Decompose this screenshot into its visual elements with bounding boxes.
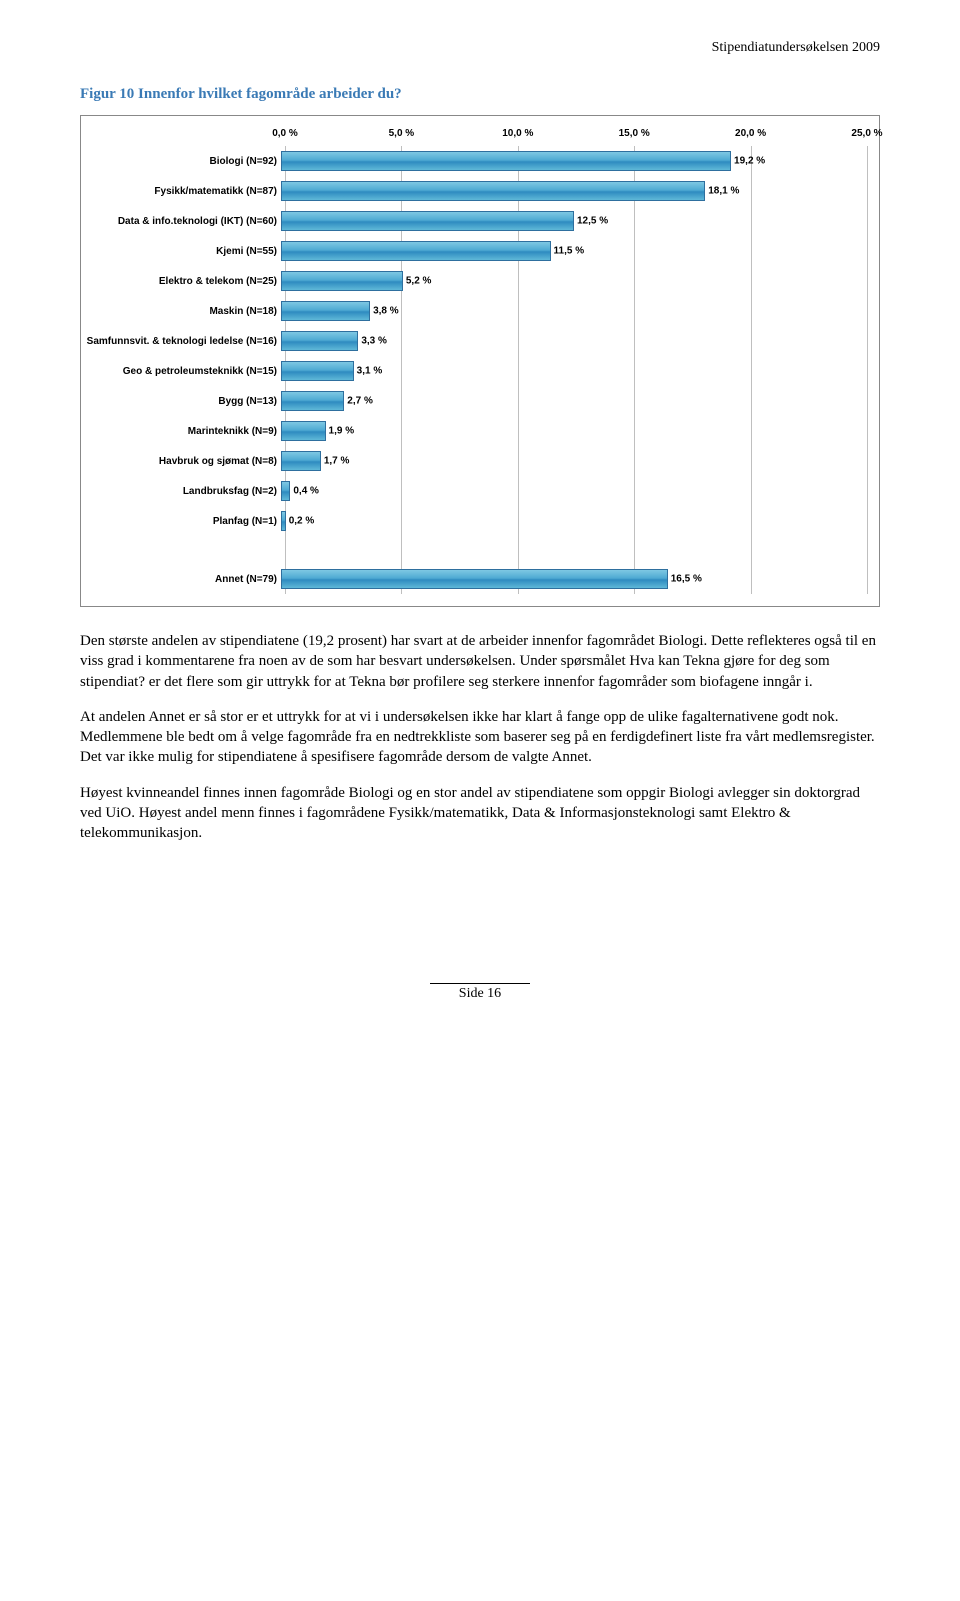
bar-label: Landbruksfag (N=2) — [85, 486, 281, 497]
bar-row: Fysikk/matematikk (N=87)18,1 % — [85, 176, 867, 206]
bar-fill: 3,1 % — [281, 361, 354, 381]
bar-value: 1,7 % — [324, 456, 350, 467]
bar-track: 18,1 % — [281, 181, 867, 201]
bar-label: Bygg (N=13) — [85, 396, 281, 407]
x-tick: 5,0 % — [389, 128, 415, 139]
bar-label: Data & info.teknologi (IKT) (N=60) — [85, 216, 281, 227]
bar-row: Biologi (N=92)19,2 % — [85, 146, 867, 176]
bar-label: Planfag (N=1) — [85, 516, 281, 527]
bar-track: 12,5 % — [281, 211, 867, 231]
bar-fill: 18,1 % — [281, 181, 705, 201]
bar-fill: 3,8 % — [281, 301, 370, 321]
bar-label: Elektro & telekom (N=25) — [85, 276, 281, 287]
bar-label: Marinteknikk (N=9) — [85, 426, 281, 437]
bar-value: 0,2 % — [289, 516, 315, 527]
bar-fill: 5,2 % — [281, 271, 403, 291]
x-tick: 0,0 % — [272, 128, 298, 139]
bar-value: 5,2 % — [406, 276, 432, 287]
bar-fill: 19,2 % — [281, 151, 731, 171]
paragraph-1: Den største andelen av stipendiatene (19… — [80, 631, 880, 692]
bar-row: Planfag (N=1)0,2 % — [85, 506, 867, 536]
bar-track: 16,5 % — [281, 569, 867, 589]
chart-container: 0,0 % 5,0 % 10,0 % 15,0 % 20,0 % 25,0 % Biolo… — [80, 115, 880, 607]
doc-header: Stipendiatundersøkelsen 2009 — [80, 40, 880, 56]
bar-label: Geo & petroleumsteknikk (N=15) — [85, 366, 281, 377]
bar-fill: 1,7 % — [281, 451, 321, 471]
bar-track: 19,2 % — [281, 151, 867, 171]
bar-label: Samfunnsvit. & teknologi ledelse (N=16) — [85, 336, 281, 347]
bar-value: 3,8 % — [373, 306, 399, 317]
bar-row: Annet (N=79)16,5 % — [85, 564, 867, 594]
chart-x-axis: 0,0 %5,0 %10,0 %15,0 %20,0 %25,0 % — [285, 128, 867, 146]
bar-track: 2,7 % — [281, 391, 867, 411]
bar-label: Kjemi (N=55) — [85, 246, 281, 257]
bar-row: Elektro & telekom (N=25)5,2 % — [85, 266, 867, 296]
bar-value: 16,5 % — [671, 574, 702, 585]
x-tick: 20,0 % — [735, 128, 766, 139]
bar-fill: 1,9 % — [281, 421, 326, 441]
bar-fill: 0,2 % — [281, 511, 286, 531]
bar-track: 3,1 % — [281, 361, 867, 381]
bar-fill: 2,7 % — [281, 391, 344, 411]
bar-value: 3,3 % — [361, 336, 387, 347]
bar-track: 5,2 % — [281, 271, 867, 291]
bar-row: Havbruk og sjømat (N=8)1,7 % — [85, 446, 867, 476]
bar-label: Havbruk og sjømat (N=8) — [85, 456, 281, 467]
bar-track: 0,4 % — [281, 481, 867, 501]
x-tick: 15,0 % — [619, 128, 650, 139]
bar-value: 3,1 % — [357, 366, 383, 377]
bar-fill: 0,4 % — [281, 481, 290, 501]
bar-track: 3,3 % — [281, 331, 867, 351]
chart-bars-area: Biologi (N=92)19,2 %Fysikk/matematikk (N… — [85, 146, 867, 594]
grid-line — [867, 146, 868, 594]
bar-row: Geo & petroleumsteknikk (N=15)3,1 % — [85, 356, 867, 386]
paragraph-3: Høyest kvinneandel finnes innen fagområd… — [80, 783, 880, 844]
bar-row: Kjemi (N=55)11,5 % — [85, 236, 867, 266]
bar-value: 19,2 % — [734, 156, 765, 167]
bar-track: 11,5 % — [281, 241, 867, 261]
bar-value: 0,4 % — [293, 486, 319, 497]
bar-value: 18,1 % — [708, 186, 739, 197]
bar-row: Marinteknikk (N=9)1,9 % — [85, 416, 867, 446]
bar-value: 1,9 % — [329, 426, 355, 437]
bar-value: 2,7 % — [347, 396, 373, 407]
bar-row: Data & info.teknologi (IKT) (N=60)12,5 % — [85, 206, 867, 236]
bar-row: Maskin (N=18)3,8 % — [85, 296, 867, 326]
bar-label: Annet (N=79) — [85, 574, 281, 585]
bar-fill: 3,3 % — [281, 331, 358, 351]
bar-label: Maskin (N=18) — [85, 306, 281, 317]
bar-value: 11,5 % — [554, 246, 585, 257]
bar-label: Biologi (N=92) — [85, 156, 281, 167]
bar-value: 12,5 % — [577, 216, 608, 227]
page-footer: Side 16 — [430, 983, 530, 1002]
bar-track: 1,7 % — [281, 451, 867, 471]
bar-track: 1,9 % — [281, 421, 867, 441]
bar-row: Bygg (N=13)2,7 % — [85, 386, 867, 416]
bar-row: Samfunnsvit. & teknologi ledelse (N=16)3… — [85, 326, 867, 356]
bar-fill: 12,5 % — [281, 211, 574, 231]
figure-title: Figur 10 Innenfor hvilket fagområde arbe… — [80, 86, 880, 103]
bar-label: Fysikk/matematikk (N=87) — [85, 186, 281, 197]
x-tick: 25,0 % — [851, 128, 882, 139]
bar-track: 0,2 % — [281, 511, 867, 531]
paragraph-2: At andelen Annet er så stor er et uttryk… — [80, 707, 880, 768]
bar-fill: 16,5 % — [281, 569, 668, 589]
bar-row: Landbruksfag (N=2)0,4 % — [85, 476, 867, 506]
bar-fill: 11,5 % — [281, 241, 551, 261]
x-tick: 10,0 % — [502, 128, 533, 139]
bar-track: 3,8 % — [281, 301, 867, 321]
